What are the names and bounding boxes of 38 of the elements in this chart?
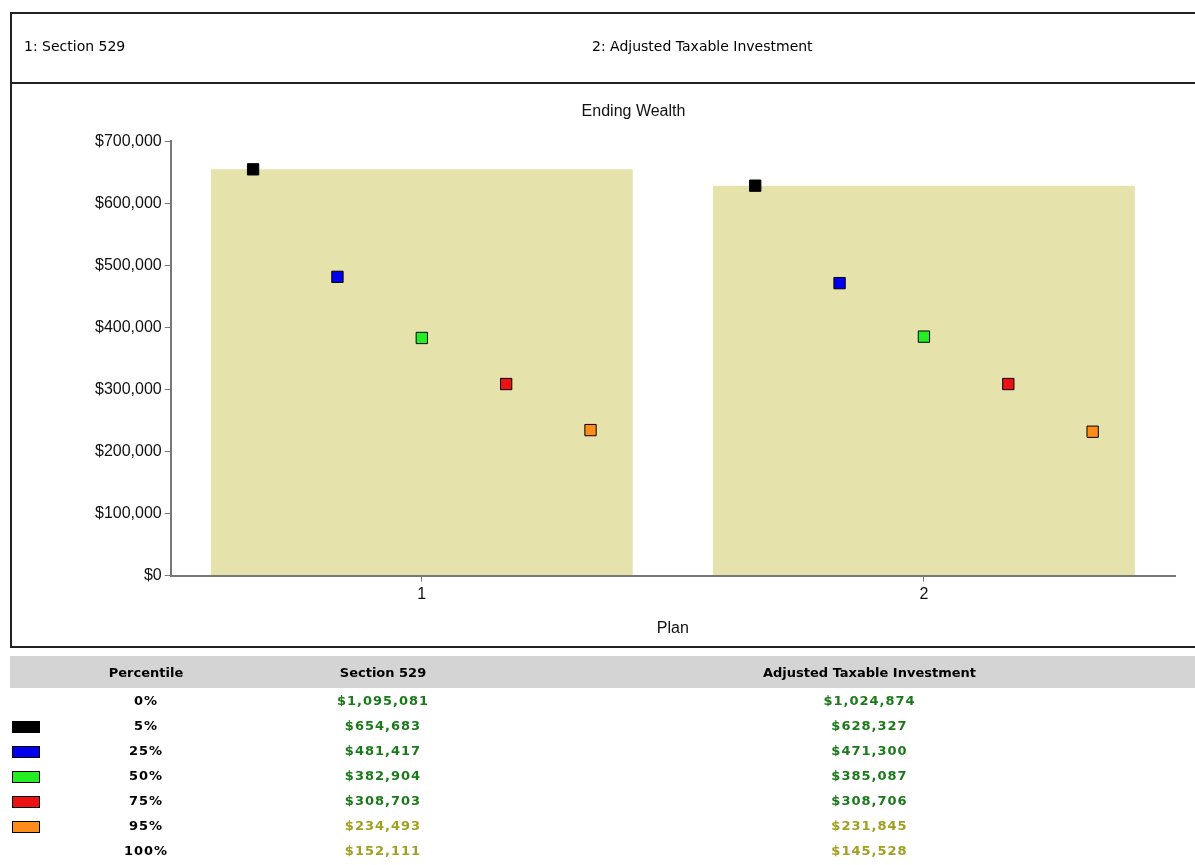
category-label: 100% bbox=[122, 842, 170, 860]
data-label: $231,845 bbox=[830, 817, 909, 835]
category-label: 75% bbox=[127, 792, 165, 810]
data-label: $481,417 bbox=[343, 742, 423, 760]
category-label: 5% bbox=[132, 717, 160, 735]
y-tick-label: $300,000 bbox=[95, 379, 162, 397]
data-label: $145,528 bbox=[830, 842, 909, 860]
text: Section 529 bbox=[222, 656, 544, 688]
category-label: 50% bbox=[127, 767, 165, 785]
data-label: $385,087 bbox=[830, 767, 909, 785]
text: 1: Section 529 bbox=[24, 38, 126, 54]
category-label: 25% bbox=[127, 742, 165, 760]
text: 2: Adjusted Taxable Investment bbox=[592, 38, 813, 54]
data-label: $234,493 bbox=[343, 817, 423, 835]
data-label: $1,024,874 bbox=[822, 692, 917, 710]
data-label: $628,327 bbox=[830, 717, 909, 735]
x-axis-title: Plan bbox=[656, 618, 689, 636]
y-tick-label: $600,000 bbox=[95, 193, 162, 211]
data-label: $382,904 bbox=[343, 767, 423, 785]
y-tick-label: $400,000 bbox=[95, 317, 162, 335]
data-label: $654,683 bbox=[343, 717, 423, 735]
category-label: 95% bbox=[127, 817, 165, 835]
y-tick-label: $0 bbox=[143, 566, 162, 584]
chart-title: Ending Wealth bbox=[581, 102, 686, 120]
data-label: $308,703 bbox=[343, 792, 423, 810]
x-tick-label: 1 bbox=[417, 584, 427, 602]
y-tick-label: $500,000 bbox=[95, 255, 162, 273]
data-label: $308,706 bbox=[830, 792, 909, 810]
data-label: $152,111 bbox=[343, 842, 423, 860]
y-tick-label: $700,000 bbox=[95, 131, 162, 149]
y-tick-label: $200,000 bbox=[95, 441, 162, 459]
data-label: $1,095,081 bbox=[335, 692, 431, 710]
category-label: 0% bbox=[132, 692, 160, 710]
x-tick-label: 2 bbox=[919, 584, 929, 602]
text: Percentile bbox=[70, 656, 222, 688]
data-label: $471,300 bbox=[830, 742, 909, 760]
y-tick-label: $100,000 bbox=[95, 503, 162, 521]
text: Adjusted Taxable Investment bbox=[544, 656, 1195, 688]
